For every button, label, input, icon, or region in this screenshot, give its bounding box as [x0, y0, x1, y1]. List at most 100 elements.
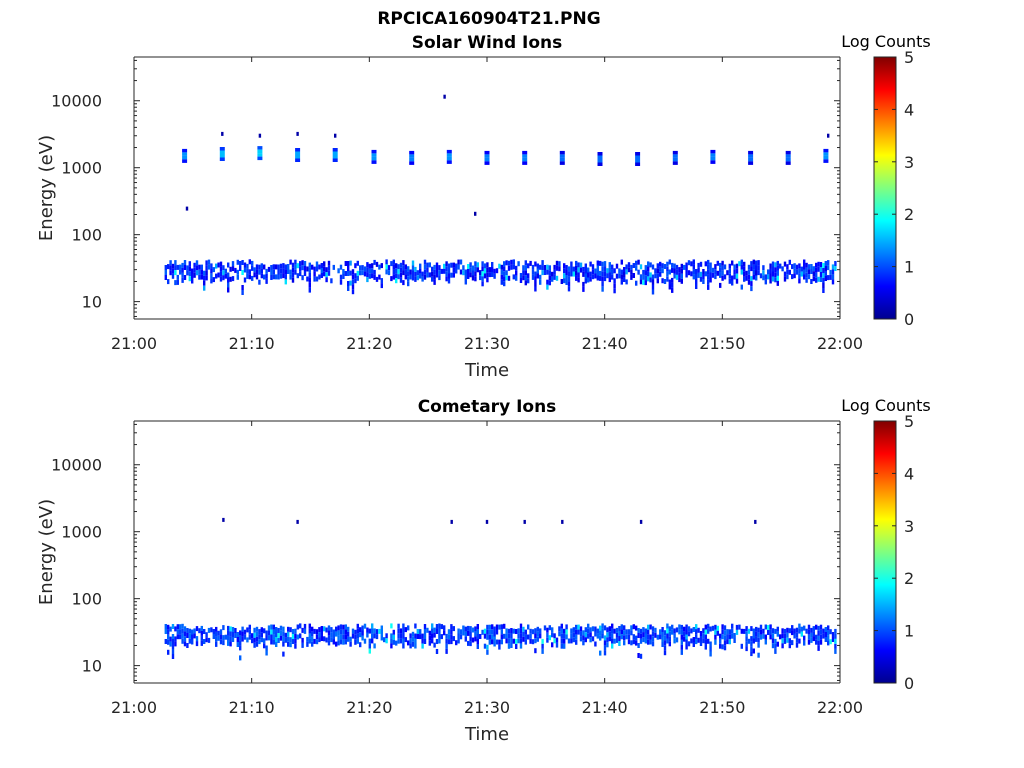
band-cell	[347, 266, 350, 271]
band-cell	[829, 269, 832, 275]
band-cell	[687, 260, 691, 266]
band-cell	[356, 623, 359, 629]
band-cell	[390, 261, 393, 267]
band-cell	[287, 264, 290, 269]
band-cell	[491, 272, 494, 277]
band-cell	[500, 279, 503, 285]
band-cell	[714, 264, 717, 270]
band-cell	[371, 273, 374, 279]
beam-cell	[257, 149, 263, 154]
beam-cell	[371, 156, 377, 161]
band-cell	[397, 628, 400, 634]
beam-cell	[522, 161, 528, 165]
band-cell	[615, 632, 619, 638]
band-cell	[735, 273, 739, 279]
band-cell	[236, 274, 239, 280]
band-cell	[589, 632, 592, 638]
band-cell	[241, 260, 244, 265]
band-cell	[817, 261, 820, 267]
beam-cell	[219, 154, 225, 158]
band-cell	[438, 633, 441, 639]
beam-cell	[219, 147, 225, 151]
band-cell	[275, 642, 278, 647]
band-cell	[500, 639, 503, 645]
band-cell	[776, 631, 779, 637]
band-cell	[563, 263, 566, 269]
band-cell	[774, 638, 777, 644]
colorbar-tick-label: 0	[904, 674, 914, 693]
band-cell	[613, 638, 616, 644]
band-cell	[301, 642, 304, 648]
band-cell	[171, 624, 175, 629]
band-cell	[752, 633, 755, 639]
band-cell	[277, 274, 280, 280]
beam-cell	[672, 154, 678, 158]
band-cell	[363, 623, 367, 629]
band-cell	[339, 634, 343, 640]
band-cell	[594, 626, 597, 632]
colorbar	[873, 56, 897, 320]
band-cell	[289, 627, 292, 633]
band-cell	[284, 274, 287, 280]
band-cell	[164, 265, 167, 270]
band-cell	[699, 276, 703, 282]
band-cell	[411, 265, 415, 271]
band-cell	[392, 634, 395, 640]
beam-cell	[748, 157, 754, 162]
band-cell	[282, 268, 285, 274]
band-cell	[733, 264, 736, 270]
band-cell	[325, 277, 328, 283]
band-cell	[767, 630, 770, 635]
band-cell	[651, 626, 655, 632]
band-cell	[649, 262, 652, 268]
band-cell	[824, 261, 827, 266]
band-cell	[488, 272, 491, 278]
band-cell	[260, 268, 263, 274]
band-cell	[661, 632, 664, 637]
band-cell	[524, 634, 527, 640]
band-cell	[423, 634, 427, 639]
band-cell	[395, 268, 398, 274]
x-tick-label: 21:00	[111, 698, 157, 717]
beam-cell	[635, 162, 641, 166]
band-cell	[431, 271, 434, 277]
band-cell	[575, 260, 578, 266]
band-cell	[534, 281, 537, 287]
band-cell	[483, 263, 487, 269]
band-cell	[210, 627, 213, 633]
beam-cell	[182, 148, 188, 153]
band-cell	[779, 634, 782, 640]
band-cell	[452, 262, 455, 268]
band-cell	[582, 281, 585, 287]
band-cell	[481, 629, 484, 635]
band-cell	[464, 636, 467, 642]
band-cell	[815, 272, 818, 278]
band-cell	[529, 633, 532, 639]
band-cell	[603, 271, 607, 277]
band-cell	[750, 281, 753, 287]
band-cell	[675, 627, 679, 633]
band-cell	[671, 267, 674, 273]
band-cell	[745, 631, 748, 637]
band-cell	[728, 273, 731, 279]
band-cell	[690, 628, 693, 634]
band-cell	[565, 275, 568, 280]
band-cell	[606, 627, 609, 633]
band-cell	[354, 629, 357, 635]
band-cell	[663, 635, 667, 641]
band-cell	[469, 631, 472, 637]
band-cell	[522, 631, 525, 637]
band-cell	[205, 275, 208, 281]
band-cell	[627, 262, 631, 268]
band-cell	[563, 278, 566, 284]
band-cell	[632, 273, 635, 278]
band-cell	[577, 272, 580, 278]
band-cell	[541, 643, 544, 649]
band-cell	[275, 264, 278, 270]
count-point	[827, 133, 830, 138]
band-cell	[397, 623, 400, 629]
band-cell	[795, 264, 799, 270]
band-cell	[455, 263, 458, 269]
band-cell	[819, 629, 823, 635]
band-cell	[176, 634, 179, 640]
